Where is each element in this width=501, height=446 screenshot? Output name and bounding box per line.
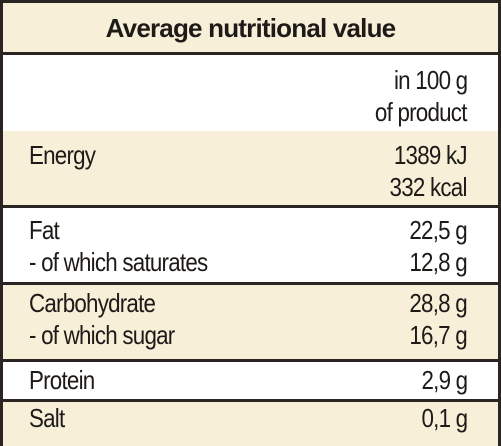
- carbohydrate-row: Carbohydrate - of which sugar 28,8 g 16,…: [3, 285, 498, 359]
- protein-value: 2,9 g: [421, 365, 468, 395]
- salt-value: 0,1 g: [421, 403, 468, 433]
- fat-label: Fat: [29, 215, 60, 245]
- energy-row: Energy 1389 kJ 332 kcal: [3, 131, 498, 205]
- sugar-label: - of which sugar: [29, 320, 175, 350]
- protein-label: Protein: [29, 365, 95, 395]
- energy-label: Energy: [29, 140, 96, 170]
- unit-header-line-1: in 100 g: [393, 65, 468, 95]
- salt-label: Salt: [29, 403, 65, 433]
- fat-value: 22,5 g: [409, 215, 467, 245]
- protein-row: Protein 2,9 g: [3, 362, 498, 399]
- table-header: Average nutritional value: [3, 3, 498, 52]
- sugar-value: 16,7 g: [409, 320, 467, 350]
- fat-row: Fat - of which saturates 22,5 g 12,8 g: [3, 208, 498, 282]
- salt-row: Salt 0,1 g: [3, 402, 498, 446]
- unit-header-row: in 100 g of product: [3, 55, 498, 131]
- header-divider: [3, 52, 498, 55]
- saturates-value: 12,8 g: [409, 247, 467, 277]
- saturates-label: - of which saturates: [29, 247, 208, 277]
- energy-kcal-value: 332 kcal: [389, 172, 468, 202]
- energy-kj-value: 1389 kJ: [394, 140, 468, 170]
- unit-header-line-2: of product: [375, 97, 467, 127]
- row-divider: [3, 205, 498, 208]
- row-divider: [3, 399, 498, 402]
- carbohydrate-label: Carbohydrate: [29, 288, 156, 318]
- table-title: Average nutritional value: [105, 13, 396, 43]
- row-divider: [3, 282, 498, 285]
- row-divider: [3, 359, 498, 362]
- carbohydrate-value: 28,8 g: [409, 288, 467, 318]
